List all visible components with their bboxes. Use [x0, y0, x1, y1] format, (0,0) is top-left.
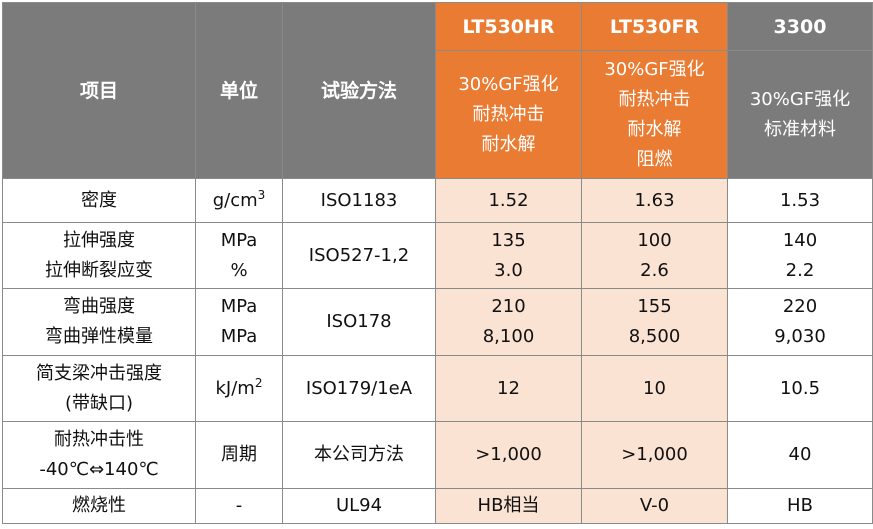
header-product-3300: 3300 — [727, 2, 873, 51]
row-method: ISO1183 — [282, 178, 436, 223]
value-lt530hr: 210 8,100 — [435, 288, 582, 356]
value-lt530fr: 155 8,500 — [581, 288, 728, 356]
row-item: 简支梁冲击强度 (带缺口) — [2, 355, 196, 422]
value-3300: 40 — [727, 421, 873, 489]
row-item: 燃烧性 — [2, 488, 196, 524]
header-item: 项目 — [2, 2, 196, 179]
table-row-density: 密度 g/cm3 ISO1183 1.52 1.63 1.53 — [2, 178, 873, 223]
header-product-lt530fr: LT530FR — [581, 2, 728, 51]
value-lt530fr: >1,000 — [581, 421, 728, 489]
value-lt530fr: V-0 — [581, 488, 728, 524]
header-unit: 单位 — [195, 2, 283, 179]
desc-line: 耐热冲击 — [618, 88, 691, 110]
row-unit: kJ/m2 — [195, 355, 283, 422]
desc-line: 耐热冲击 — [472, 103, 545, 125]
desc-line: 标准材料 — [764, 118, 836, 140]
header-method: 试验方法 — [282, 2, 436, 179]
header-desc-lt530fr: 30%GF强化 耐热冲击 耐水解 阻燃 — [581, 50, 728, 179]
value-lt530hr: 135 3.0 — [435, 222, 582, 289]
value-lt530fr: 1.63 — [581, 178, 728, 223]
row-method: UL94 — [282, 488, 436, 524]
row-method: 本公司方法 — [282, 421, 436, 489]
row-method: ISO179/1eA — [282, 355, 436, 422]
row-item: 密度 — [2, 178, 196, 223]
value-3300: 220 9,030 — [727, 288, 873, 356]
row-item: 拉伸强度 拉伸断裂应变 — [2, 222, 196, 289]
row-item: 耐热冲击性 -40℃⇔140℃ — [2, 421, 196, 489]
table-row-flammability: 燃烧性 - UL94 HB相当 V-0 HB — [2, 488, 873, 524]
desc-line: 30%GF强化 — [749, 88, 851, 110]
header-desc-lt530hr: 30%GF强化 耐热冲击 耐水解 — [435, 50, 582, 179]
value-3300: 10.5 — [727, 355, 873, 422]
desc-line: 30%GF强化 — [458, 73, 559, 95]
row-unit: MPa % — [195, 222, 283, 289]
value-lt530fr: 100 2.6 — [581, 222, 728, 289]
value-3300: 140 2.2 — [727, 222, 873, 289]
desc-line: 30%GF强化 — [604, 58, 705, 80]
value-3300: 1.53 — [727, 178, 873, 223]
header-desc-3300: 30%GF强化 标准材料 — [727, 50, 873, 179]
desc-line: 耐水解 — [627, 118, 682, 140]
row-item: 弯曲强度 弯曲弹性模量 — [2, 288, 196, 356]
row-unit: MPa MPa — [195, 288, 283, 356]
table-row-impact: 简支梁冲击强度 (带缺口) kJ/m2 ISO179/1eA 12 10 10.… — [2, 355, 873, 422]
row-unit: g/cm3 — [195, 178, 283, 223]
value-lt530hr: 12 — [435, 355, 582, 422]
value-lt530hr: HB相当 — [435, 488, 582, 524]
row-unit: - — [195, 488, 283, 524]
desc-line: 阻燃 — [636, 148, 673, 170]
row-unit: 周期 — [195, 421, 283, 489]
header-product-lt530hr: LT530HR — [435, 2, 582, 51]
value-lt530fr: 10 — [581, 355, 728, 422]
desc-line: 耐水解 — [481, 133, 536, 155]
table-row-flexural: 弯曲强度 弯曲弹性模量 MPa MPa ISO178 210 8,100 155… — [2, 288, 873, 356]
table-row-tensile: 拉伸强度 拉伸断裂应变 MPa % ISO527-1,2 135 3.0 100… — [2, 222, 873, 289]
row-method: ISO527-1,2 — [282, 222, 436, 289]
row-method: ISO178 — [282, 288, 436, 356]
value-lt530hr: 1.52 — [435, 178, 582, 223]
value-lt530hr: >1,000 — [435, 421, 582, 489]
value-3300: HB — [727, 488, 873, 524]
table-row-thermal-shock: 耐热冲击性 -40℃⇔140℃ 周期 本公司方法 >1,000 >1,000 4… — [2, 421, 873, 489]
